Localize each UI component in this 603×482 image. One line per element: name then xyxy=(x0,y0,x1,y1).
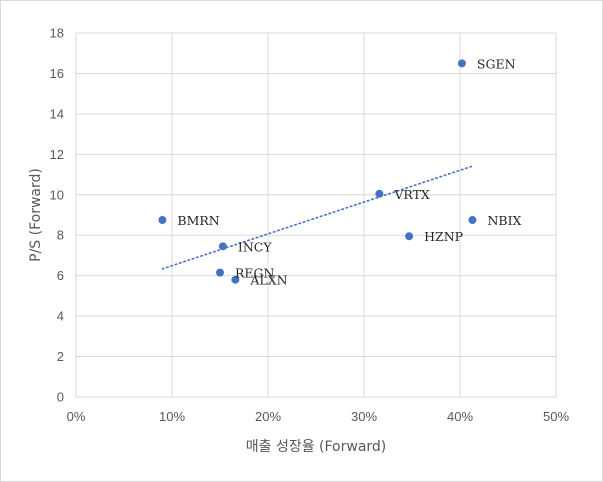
trendline-group xyxy=(161,165,474,270)
data-point-vrtx xyxy=(375,189,384,198)
data-point-hznp xyxy=(405,232,414,241)
point-label-incy: INCY xyxy=(238,239,272,254)
data-points xyxy=(158,59,477,284)
data-point-nbix xyxy=(468,216,477,225)
x-tick-label: 20% xyxy=(255,409,281,424)
y-tick-label: 8 xyxy=(57,228,64,243)
x-tick-label: 50% xyxy=(543,409,569,424)
gridlines xyxy=(75,32,557,398)
x-axis-ticks: 0% 10% 20% 30% 40% 50% xyxy=(67,409,570,424)
y-tick-label: 18 xyxy=(50,26,64,41)
data-point-regn xyxy=(216,268,224,277)
y-tick-label: 12 xyxy=(50,147,64,162)
y-axis-title: P/S (Forward) xyxy=(28,168,44,262)
point-label-hznp: HZNP xyxy=(424,229,463,244)
y-tick-label: 10 xyxy=(50,187,64,202)
y-tick-label: 0 xyxy=(57,390,64,405)
y-tick-label: 4 xyxy=(57,309,64,324)
data-point-bmrn xyxy=(158,216,167,225)
point-label-bmrn: BMRN xyxy=(177,213,219,228)
y-tick-label: 2 xyxy=(57,349,64,364)
point-label-sgen: SGEN xyxy=(477,56,516,71)
point-label-alxn: ALXN xyxy=(249,273,287,288)
point-label-regn: REGN xyxy=(235,266,275,281)
trendline xyxy=(161,165,474,270)
y-axis-ticks: 0 2 4 6 8 10 12 14 16 18 xyxy=(50,26,64,405)
data-point-sgen xyxy=(457,59,466,68)
x-tick-label: 40% xyxy=(447,409,473,424)
y-tick-label: 16 xyxy=(50,66,64,81)
data-point-alxn xyxy=(231,275,240,284)
data-point-incy xyxy=(218,242,227,251)
x-tick-label: 30% xyxy=(351,409,377,424)
y-tick-label: 14 xyxy=(50,106,64,121)
x-tick-label: 10% xyxy=(159,409,185,424)
y-tick-label: 6 xyxy=(57,268,64,283)
x-tick-label: 0% xyxy=(67,409,86,424)
x-axis-title: 매출 성장율 (Forward) xyxy=(246,439,387,455)
point-label-vrtx: VRTX xyxy=(393,187,430,202)
point-label-nbix: NBIX xyxy=(487,213,521,228)
